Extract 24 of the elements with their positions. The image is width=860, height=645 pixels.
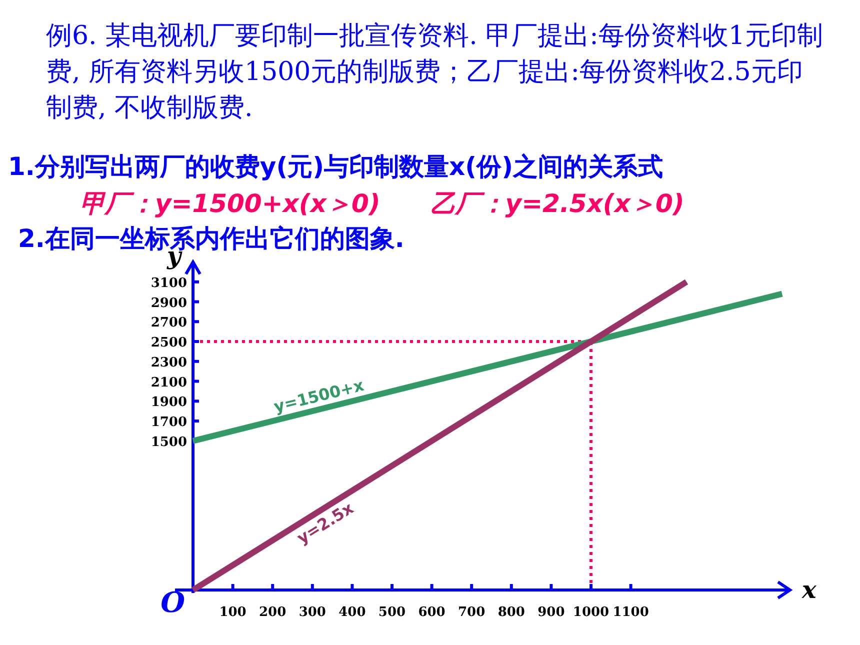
x-tick: 200 [259,605,286,620]
y-tick: 2500 [150,336,187,351]
x-tick: 300 [298,605,326,620]
x-tick: 600 [418,605,446,620]
y-tick: 2700 [150,316,187,331]
y-tick: 2900 [150,296,187,311]
x-tick: 900 [538,605,565,620]
xlabel: x [802,575,816,604]
annotation: 1.分别写出两厂的收费y(元)与印制数量x(份)之间的关系式 [8,151,664,183]
title: 例6. 某电视机厂要印制一批宣传资料. 甲厂提出:每份资料收1元印制费, 所有资料另收1500元的制版费；乙厂提出:每份资料收2.5元印制费, 不收制版费. [46,20,824,125]
y-tick: 1700 [150,415,187,430]
y-tick: 1500 [150,434,187,450]
x-tick: 500 [378,605,406,620]
x-tick: 700 [458,605,486,620]
y-tick: 2100 [150,375,187,390]
x-tick: 800 [498,605,525,620]
x-tick: 100 [219,605,246,620]
x-tick: 1000 [572,605,610,620]
x-tick: 1100 [612,605,649,620]
x-tick: 400 [338,605,366,620]
y-tick: 1900 [150,395,187,410]
annotation: 甲厂：y=1500+x(x＞0) 乙厂：y=2.5x(x＞0) [80,188,684,220]
y-tick: 2300 [150,355,187,370]
y-tick: 3100 [150,276,187,291]
